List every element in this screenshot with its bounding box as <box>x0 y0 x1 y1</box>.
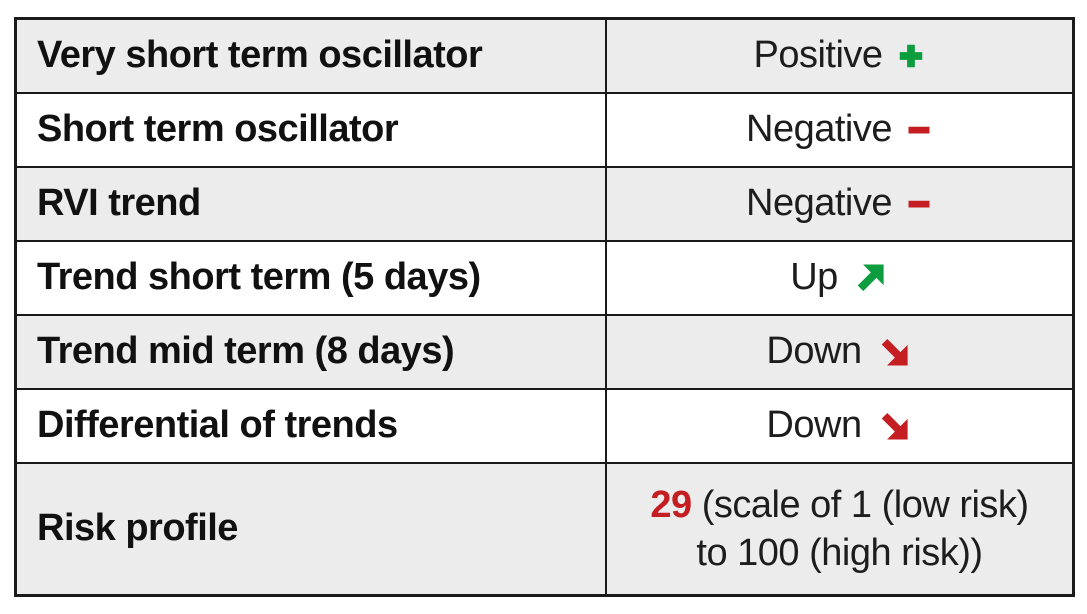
minus-icon <box>905 116 933 144</box>
risk-profile-value: 29 (scale of 1 (low risk) to 100 (high ri… <box>615 481 1064 577</box>
row-value: Up <box>605 242 1072 314</box>
arrow-down-right-icon <box>875 407 913 445</box>
row-value: Down <box>605 390 1072 462</box>
value-text: Positive <box>753 34 883 77</box>
row-label: Short term oscillator <box>37 108 399 151</box>
row-value: 29 (scale of 1 (low risk) to 100 (high ri… <box>605 464 1072 594</box>
arrow-down-right-icon <box>875 333 913 371</box>
row-label: Differential of trends <box>37 404 398 447</box>
row-value: Down <box>605 316 1072 388</box>
row-label: RVI trend <box>37 182 201 225</box>
arrow-up-right-icon <box>851 259 889 297</box>
table-row: Trend mid term (8 days) Down <box>17 314 1072 388</box>
value-text: Negative <box>746 182 892 225</box>
table-row: Risk profile 29 (scale of 1 (low risk) to … <box>17 462 1072 594</box>
row-label: Trend short term (5 days) <box>37 256 481 299</box>
row-value: Negative <box>605 168 1072 240</box>
row-label: Very short term oscillator <box>37 34 483 77</box>
risk-score: 29 <box>650 484 692 526</box>
row-value: Positive <box>605 20 1072 92</box>
value-text: Down <box>766 330 862 373</box>
risk-scale-text: (scale of 1 (low risk) <box>691 484 1029 526</box>
table-row: RVI trend Negative <box>17 166 1072 240</box>
value-text: Up <box>790 256 838 299</box>
table-row: Short term oscillator Negative <box>17 92 1072 166</box>
row-label: Risk profile <box>37 507 238 550</box>
indicator-table: Very short term oscillator Positive Short … <box>14 17 1075 597</box>
table-row: Differential of trends Down <box>17 388 1072 462</box>
table-row: Trend short term (5 days) Up <box>17 240 1072 314</box>
minus-icon <box>905 190 933 218</box>
value-text: Negative <box>746 108 892 151</box>
risk-value-line-2: to 100 (high risk)) <box>696 532 983 574</box>
risk-value-line-1: 29 (scale of 1 (low risk) <box>615 481 1064 529</box>
row-label: Trend mid term (8 days) <box>37 330 455 373</box>
plus-icon <box>896 41 926 71</box>
value-text: Down <box>766 404 862 447</box>
table-row: Very short term oscillator Positive <box>17 20 1072 92</box>
row-value: Negative <box>605 94 1072 166</box>
